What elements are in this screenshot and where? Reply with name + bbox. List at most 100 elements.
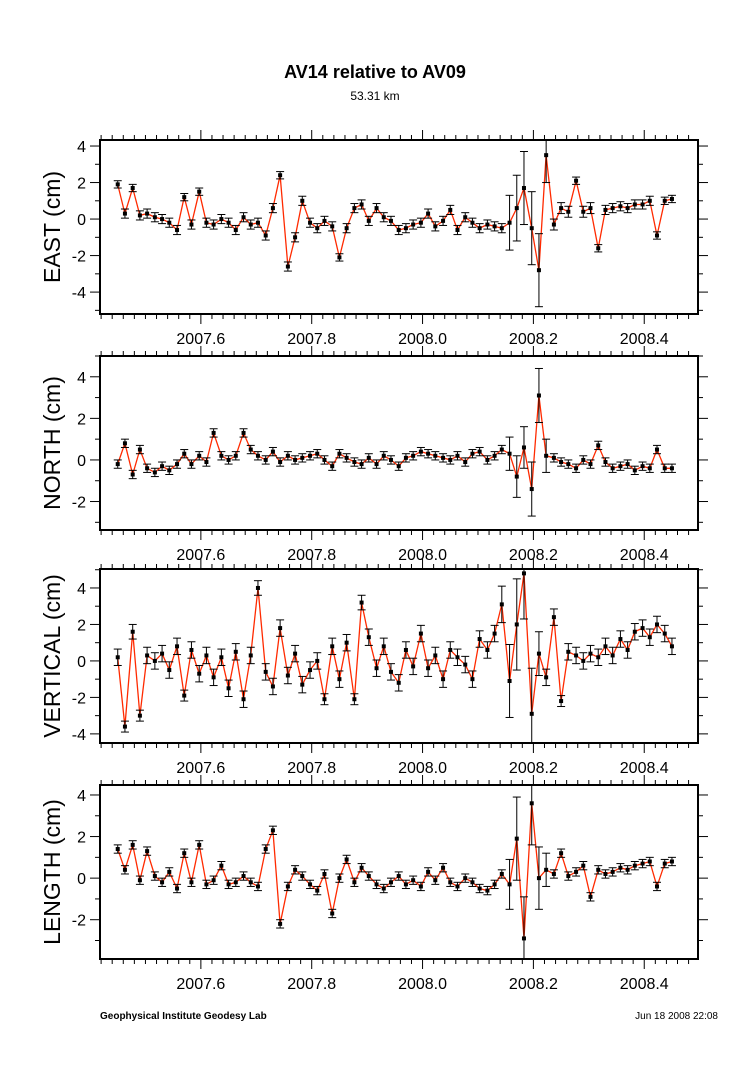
- data-point: [315, 226, 320, 231]
- data-point: [618, 464, 623, 469]
- panel-length: 2007.6 2007.8 2008.0 2008.2 2008.4 -2 0 2 4 LENGT…: [39, 775, 708, 993]
- data-layer: [113, 785, 676, 959]
- data-point: [381, 453, 386, 458]
- data-point: [204, 882, 209, 887]
- data-point: [647, 198, 652, 203]
- data-point: [255, 453, 260, 458]
- data-point: [204, 220, 209, 225]
- data-point: [374, 206, 379, 211]
- y-tick-label: 0: [77, 453, 86, 470]
- data-point: [160, 880, 165, 885]
- data-point: [175, 886, 180, 891]
- data-point: [226, 220, 231, 225]
- data-point: [352, 206, 357, 211]
- data-point: [330, 464, 335, 469]
- data-point: [507, 451, 512, 456]
- data-point: [618, 204, 623, 209]
- data-point: [285, 264, 290, 269]
- data-point: [315, 451, 320, 456]
- data-point: [388, 669, 393, 674]
- data-point: [189, 462, 194, 467]
- data-point: [322, 871, 327, 876]
- data-point: [322, 218, 327, 223]
- data-point: [477, 886, 482, 891]
- data-point: [189, 647, 194, 652]
- data-point: [145, 653, 150, 658]
- data-point: [182, 851, 187, 856]
- data-point: [433, 878, 438, 883]
- data-point: [499, 447, 504, 452]
- data-point: [167, 220, 172, 225]
- data-point: [300, 198, 305, 203]
- y-tick-label: 2: [77, 617, 86, 634]
- data-point: [270, 449, 275, 454]
- data-point: [470, 677, 475, 682]
- data-point: [248, 653, 253, 658]
- data-point: [455, 453, 460, 458]
- data-point: [308, 220, 313, 225]
- data-point: [470, 220, 475, 225]
- data-point: [115, 655, 120, 660]
- data-point: [278, 626, 283, 631]
- data-point: [632, 863, 637, 868]
- y-tick-label: -4: [72, 285, 86, 302]
- data-point: [521, 571, 526, 576]
- data-point: [300, 455, 305, 460]
- data-point: [654, 884, 659, 889]
- data-point: [211, 430, 216, 435]
- data-point: [344, 226, 349, 231]
- data-point: [359, 600, 364, 605]
- data-point: [204, 653, 209, 658]
- y-tick-label: 4: [77, 788, 86, 805]
- data-point: [248, 222, 253, 227]
- data-point: [167, 668, 172, 673]
- data-point: [470, 451, 475, 456]
- data-point: [559, 851, 564, 856]
- data-point: [551, 615, 556, 620]
- data-point: [137, 447, 142, 452]
- data-point: [337, 876, 342, 881]
- data-point: [441, 677, 446, 682]
- data-point: [603, 207, 608, 212]
- data-point: [315, 888, 320, 893]
- data-point: [632, 202, 637, 207]
- data-point: [115, 462, 120, 467]
- data-point: [647, 859, 652, 864]
- x-tick-label: 2007.6: [176, 331, 225, 348]
- data-point: [315, 658, 320, 663]
- data-point: [544, 453, 549, 458]
- y-tick-label: -2: [72, 690, 86, 707]
- y-tick-label: -4: [72, 727, 86, 744]
- data-point: [233, 228, 238, 233]
- y-tick-label: 4: [77, 581, 86, 598]
- data-point: [388, 880, 393, 885]
- x-tick-label: 2007.6: [176, 547, 225, 564]
- plot-frame: [99, 568, 699, 744]
- y-tick-label: 0: [77, 212, 86, 229]
- data-point: [167, 468, 172, 473]
- data-point: [175, 644, 180, 649]
- data-point: [625, 647, 630, 652]
- data-point: [152, 658, 157, 663]
- data-point: [300, 874, 305, 879]
- data-point: [441, 218, 446, 223]
- data-point: [521, 186, 526, 191]
- data-point: [603, 460, 608, 465]
- data-point: [529, 226, 534, 231]
- data-point: [381, 644, 386, 649]
- data-point: [647, 466, 652, 471]
- footer-lab-name: Geophysical Institute Geodesy Lab: [100, 1011, 267, 1022]
- data-point: [248, 447, 253, 452]
- data-point: [455, 655, 460, 660]
- data-point: [455, 884, 460, 889]
- y-tick-label: 2: [77, 176, 86, 193]
- data-point: [596, 246, 601, 251]
- series-line: [117, 395, 672, 490]
- data-point: [211, 878, 216, 883]
- data-point: [418, 220, 423, 225]
- data-point: [285, 884, 290, 889]
- data-point: [662, 466, 667, 471]
- data-point: [574, 466, 579, 471]
- data-point: [137, 713, 142, 718]
- data-point: [278, 460, 283, 465]
